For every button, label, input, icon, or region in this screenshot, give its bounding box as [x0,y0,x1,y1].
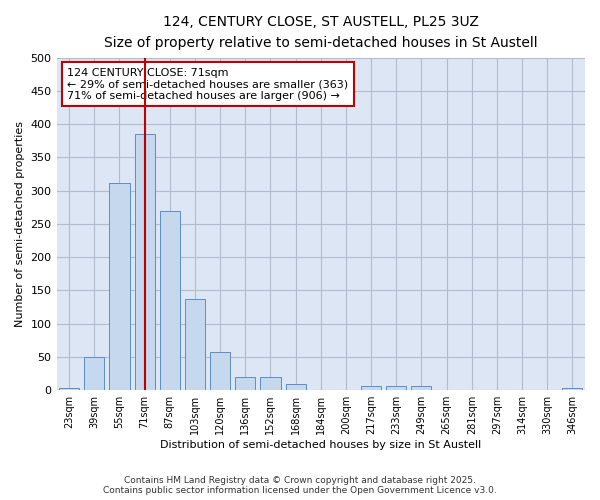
Text: 124 CENTURY CLOSE: 71sqm
← 29% of semi-detached houses are smaller (363)
71% of : 124 CENTURY CLOSE: 71sqm ← 29% of semi-d… [67,68,348,101]
Text: Contains HM Land Registry data © Crown copyright and database right 2025.
Contai: Contains HM Land Registry data © Crown c… [103,476,497,495]
Bar [185,299,205,390]
Y-axis label: Number of semi-detached properties: Number of semi-detached properties [15,121,25,327]
Bar [386,386,406,390]
Bar [84,357,104,390]
Bar [412,386,431,390]
Bar [59,388,79,390]
X-axis label: Distribution of semi-detached houses by size in St Austell: Distribution of semi-detached houses by … [160,440,481,450]
Bar [361,386,381,390]
Bar [109,184,130,390]
Bar [160,210,180,390]
Bar [562,388,583,390]
Bar [286,384,305,390]
Bar [260,377,281,390]
Title: 124, CENTURY CLOSE, ST AUSTELL, PL25 3UZ
Size of property relative to semi-detac: 124, CENTURY CLOSE, ST AUSTELL, PL25 3UZ… [104,15,538,50]
Bar [235,377,256,390]
Bar [134,134,155,390]
Bar [210,352,230,390]
